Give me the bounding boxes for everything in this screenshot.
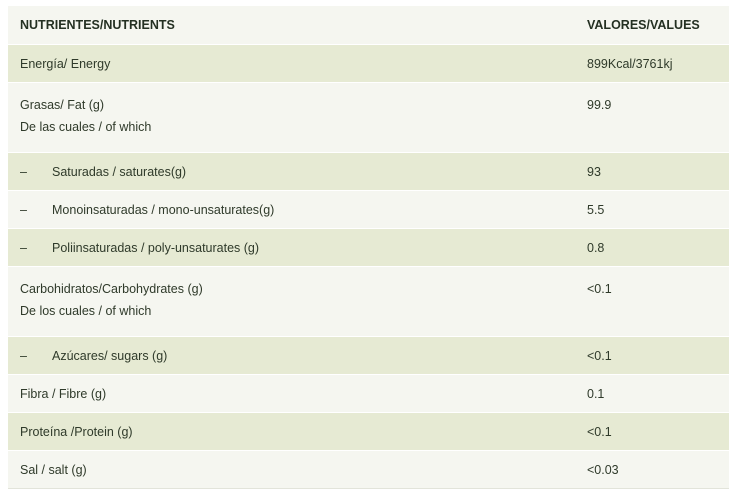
- nutrient-name: Carbohidratos/Carbohydrates (g): [20, 282, 203, 296]
- table-row-saturates: – Saturadas / saturates(g) 93: [8, 152, 729, 191]
- nutrient-name-cell: – Monoinsaturadas / mono-unsaturates(g): [8, 190, 575, 229]
- nutrient-value: 0.1: [575, 374, 729, 413]
- table-row-fat: Grasas/ Fat (g) De las cuales / of which…: [8, 82, 729, 153]
- column-header-nutrients: NUTRIENTES/NUTRIENTS: [8, 6, 575, 45]
- nutrient-value: 99.9: [575, 82, 729, 153]
- nutrient-name: Proteína /Protein (g): [8, 412, 575, 451]
- nutrient-name: Monoinsaturadas / mono-unsaturates(g): [52, 202, 275, 217]
- table-row-salt: Sal / salt (g) <0.03: [8, 450, 729, 489]
- table-header-row: NUTRIENTES/NUTRIENTS VALORES/VALUES: [8, 6, 729, 45]
- nutrient-name: Fibra / Fibre (g): [8, 374, 575, 413]
- nutrition-table: NUTRIENTES/NUTRIENTS VALORES/VALUES Ener…: [8, 6, 729, 489]
- table-row-carbohydrates: Carbohidratos/Carbohydrates (g) De los c…: [8, 266, 729, 337]
- nutrient-value: <0.1: [575, 336, 729, 375]
- nutrient-name: Sal / salt (g): [8, 450, 575, 489]
- nutrient-value: 899Kcal/3761kj: [575, 44, 729, 83]
- sub-item-dash: –: [20, 164, 27, 179]
- table-row-poly-unsaturates: – Poliinsaturadas / poly-unsaturates (g) …: [8, 228, 729, 267]
- nutrient-value: 0.8: [575, 228, 729, 267]
- sub-item-dash: –: [20, 240, 27, 255]
- nutrient-name: Grasas/ Fat (g): [20, 98, 105, 112]
- nutrient-name: Azúcares/ sugars (g): [52, 348, 168, 363]
- sub-item-dash: –: [20, 348, 27, 363]
- table-row-fibre: Fibra / Fibre (g) 0.1: [8, 374, 729, 413]
- nutrient-name-cell: Grasas/ Fat (g) De las cuales / of which: [8, 82, 575, 153]
- nutrient-subname: De las cuales / of which: [20, 120, 152, 134]
- nutrient-value: 5.5: [575, 190, 729, 229]
- table-row-sugars: – Azúcares/ sugars (g) <0.1: [8, 336, 729, 375]
- column-header-values: VALORES/VALUES: [575, 6, 729, 45]
- table-row-energy: Energía/ Energy 899Kcal/3761kj: [8, 44, 729, 83]
- nutrient-value: <0.03: [575, 450, 729, 489]
- table-row-mono-unsaturates: – Monoinsaturadas / mono-unsaturates(g) 5…: [8, 190, 729, 229]
- nutrient-name: Poliinsaturadas / poly-unsaturates (g): [52, 240, 260, 255]
- nutrient-name-cell: – Azúcares/ sugars (g): [8, 336, 575, 375]
- nutrient-name: Saturadas / saturates(g): [52, 164, 187, 179]
- nutrient-name-cell: – Saturadas / saturates(g): [8, 152, 575, 191]
- nutrient-value: 93: [575, 152, 729, 191]
- sub-item-dash: –: [20, 202, 27, 217]
- nutrient-value: <0.1: [575, 412, 729, 451]
- nutrient-name: Energía/ Energy: [8, 44, 575, 83]
- nutrient-name-cell: Carbohidratos/Carbohydrates (g) De los c…: [8, 266, 575, 337]
- nutrient-value: <0.1: [575, 266, 729, 337]
- table-row-protein: Proteína /Protein (g) <0.1: [8, 412, 729, 451]
- nutrient-subname: De los cuales / of which: [20, 304, 152, 318]
- nutrient-name-cell: – Poliinsaturadas / poly-unsaturates (g): [8, 228, 575, 267]
